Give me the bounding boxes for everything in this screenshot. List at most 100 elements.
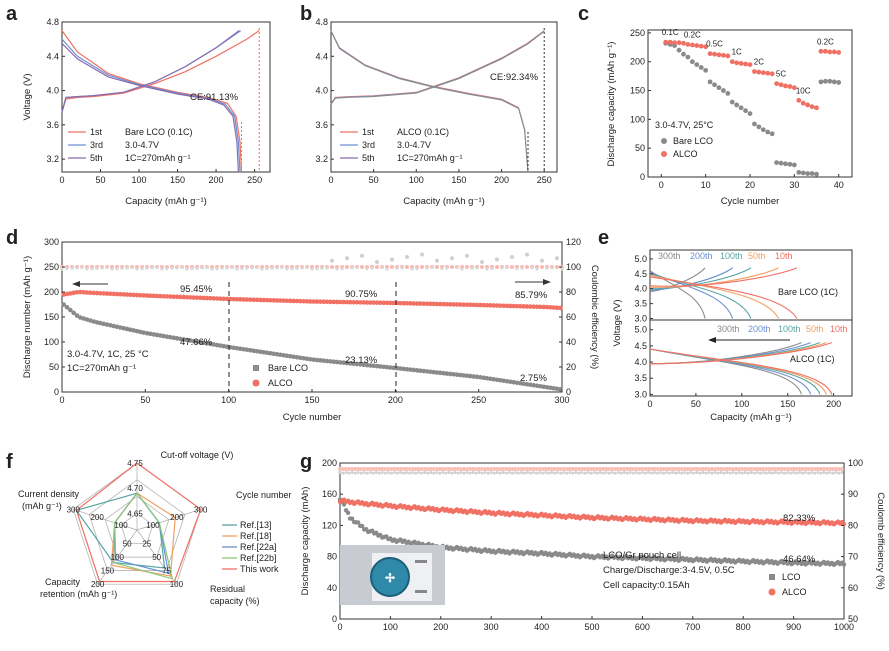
point-d-ALCO bbox=[121, 292, 126, 297]
point-d-ALCO bbox=[444, 301, 450, 307]
point-d-Bare-LCO bbox=[458, 372, 463, 378]
point-c-Bare-LCO bbox=[783, 161, 788, 167]
ce-point-g-lco bbox=[628, 471, 632, 475]
legend-a-1st: 1st bbox=[90, 127, 103, 137]
ce-point-g-lco bbox=[580, 471, 584, 475]
radar-series-Ref22b bbox=[112, 492, 174, 580]
cycle-top-200: 200th bbox=[690, 251, 713, 261]
ce-point-d-bare bbox=[400, 266, 404, 270]
ce-point-g-lco bbox=[441, 471, 445, 475]
ce-point-g-lco bbox=[755, 471, 759, 475]
point-c-ALCO bbox=[814, 105, 819, 111]
ce-point-g-alco bbox=[712, 467, 717, 471]
ce-point-g-lco bbox=[801, 471, 805, 475]
ce-point-g-alco bbox=[555, 467, 560, 471]
arrow-right-head-d bbox=[543, 279, 551, 285]
panel-c: c 0 10 20 30 40 0 50 100 150 200 250 0.1C 0.2C 0.5C 1… bbox=[578, 3, 853, 207]
rate-label-c: 0.2C bbox=[817, 37, 834, 46]
ce-point-g-alco bbox=[404, 467, 409, 471]
ce-point-g-lco bbox=[737, 471, 741, 475]
point-d-ALCO bbox=[438, 301, 443, 307]
point-c-ALCO bbox=[800, 100, 806, 106]
point-d-ALCO bbox=[84, 290, 90, 295]
ce-point-d-bare bbox=[505, 265, 509, 270]
a-ytick-label: 4.4 bbox=[46, 51, 59, 61]
retention-alco-g: 82.33% bbox=[783, 513, 816, 524]
g-xtick-label: 800 bbox=[736, 622, 751, 632]
radar-tick-label: 100 bbox=[111, 553, 125, 562]
ce-point-g-lco bbox=[371, 471, 375, 475]
point-c-Bare-LCO bbox=[805, 171, 811, 176]
ce-point-g-alco bbox=[389, 467, 394, 471]
point-d-ALCO bbox=[488, 303, 493, 308]
panel-d: d 0 50 100 150 200 250 30005010015020025030002… bbox=[6, 227, 600, 423]
point-d-ALCO bbox=[504, 303, 510, 309]
cycle-top-50: 50th bbox=[748, 251, 766, 261]
ce-point-g-lco bbox=[828, 471, 832, 475]
ce-point-g-lco bbox=[807, 471, 811, 475]
ce-point-g-lco bbox=[834, 471, 838, 475]
ce-point-g-alco bbox=[785, 467, 790, 471]
point-d-ALCO bbox=[241, 297, 246, 302]
point-d-ALCO bbox=[214, 296, 220, 301]
ticks-d: 0 50 100 150 200 250 3000501001502002503000204… bbox=[44, 237, 581, 405]
point-d-ALCO bbox=[521, 304, 526, 309]
curves-e bbox=[649, 267, 833, 395]
ce-point-d-bare bbox=[80, 265, 84, 270]
legend-marker-d-alco bbox=[252, 379, 260, 387]
ce-point-g-lco bbox=[789, 471, 793, 475]
ce-point-g-lco bbox=[613, 471, 617, 475]
rate-label-c: 1C bbox=[732, 48, 742, 57]
ce-point-d-bare bbox=[435, 258, 439, 263]
ce-point-g-lco bbox=[432, 471, 436, 475]
legend-marker-c-alco bbox=[661, 151, 667, 157]
ce-point-d-alco bbox=[405, 265, 409, 269]
ce-point-g-alco bbox=[836, 467, 841, 471]
point-c-Bare-LCO bbox=[698, 65, 704, 70]
ce-point-d-bare bbox=[450, 256, 454, 261]
ce-point-g-alco bbox=[425, 467, 430, 471]
ce-point-d-bare bbox=[220, 266, 224, 270]
ce-point-d-bare bbox=[495, 257, 499, 262]
point-d-Bare-LCO bbox=[471, 374, 476, 379]
radar-grid-ring bbox=[88, 479, 186, 572]
point-g-LCO bbox=[359, 523, 365, 529]
point-d-ALCO bbox=[291, 298, 296, 304]
ce-point-g-lco bbox=[405, 471, 409, 475]
b-xtick-label: 50 bbox=[369, 175, 379, 185]
point-d-ALCO bbox=[148, 293, 153, 299]
point-d-Bare-LCO bbox=[464, 373, 470, 379]
point-g-LCO bbox=[841, 562, 847, 567]
ce-point-g-alco bbox=[607, 467, 612, 471]
g-y2tick-label: 90 bbox=[848, 489, 858, 499]
point-d-Bare-LCO bbox=[444, 371, 450, 376]
curve-a-3rd-discharge bbox=[61, 38, 241, 173]
radar-axis-retention-1: Capacity bbox=[45, 577, 81, 587]
ce-point-d-bare bbox=[180, 265, 184, 270]
ce-point-d-alco bbox=[420, 265, 424, 269]
pouch-cell-photo: ✢ bbox=[340, 545, 445, 605]
ce-point-g-lco bbox=[740, 471, 744, 475]
point-d-ALCO bbox=[478, 302, 483, 308]
legend-b: 1st ALCO (0.1C) 3rd 3.0-4.7V 5th 1C=270m… bbox=[340, 127, 463, 163]
point-c-ALCO bbox=[734, 60, 740, 66]
ce-point-d-bare bbox=[60, 267, 64, 271]
ce-point-g-lco bbox=[414, 471, 418, 475]
point-d-Bare-LCO bbox=[308, 356, 313, 362]
ce-point-g-alco bbox=[356, 467, 361, 471]
ce-point-d-bare bbox=[355, 265, 359, 270]
point-d-ALCO bbox=[361, 300, 366, 305]
ce-point-d-bare bbox=[370, 266, 374, 270]
ce-point-d-bare bbox=[325, 266, 329, 270]
ce-point-d-alco bbox=[510, 265, 514, 269]
point-d-ALCO bbox=[368, 300, 373, 305]
point-c-Bare-LCO bbox=[814, 171, 819, 177]
point-d-ALCO bbox=[431, 301, 436, 307]
point-d-ALCO bbox=[421, 301, 426, 306]
arrow-head-e bbox=[708, 337, 716, 343]
ce-point-d-bare bbox=[415, 267, 419, 271]
point-c-Bare-LCO bbox=[791, 162, 797, 168]
ce-point-g-lco bbox=[692, 471, 696, 475]
ce-point-g-lco bbox=[680, 471, 684, 475]
ce-point-d-bare bbox=[360, 253, 364, 258]
